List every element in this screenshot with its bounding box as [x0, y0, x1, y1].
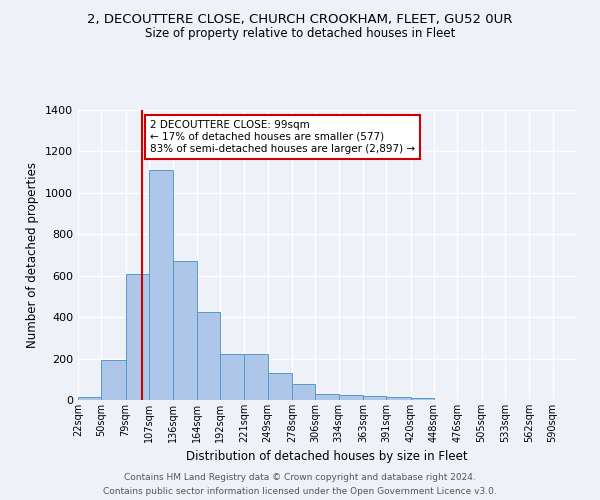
Bar [220, 354, 244, 400]
Bar [338, 395, 363, 400]
Bar [292, 384, 316, 400]
Text: Contains HM Land Registry data © Crown copyright and database right 2024.: Contains HM Land Registry data © Crown c… [124, 473, 476, 482]
Bar [197, 312, 220, 400]
Y-axis label: Number of detached properties: Number of detached properties [26, 162, 40, 348]
Bar [410, 398, 434, 400]
Text: 2 DECOUTTERE CLOSE: 99sqm
← 17% of detached houses are smaller (577)
83% of semi: 2 DECOUTTERE CLOSE: 99sqm ← 17% of detac… [150, 120, 415, 154]
Bar [244, 354, 268, 400]
Bar [78, 397, 101, 400]
Bar [268, 373, 292, 400]
Bar [173, 261, 197, 400]
Text: 2, DECOUTTERE CLOSE, CHURCH CROOKHAM, FLEET, GU52 0UR: 2, DECOUTTERE CLOSE, CHURCH CROOKHAM, FL… [88, 12, 512, 26]
X-axis label: Distribution of detached houses by size in Fleet: Distribution of detached houses by size … [186, 450, 468, 464]
Bar [149, 170, 173, 400]
Bar [125, 274, 149, 400]
Text: Size of property relative to detached houses in Fleet: Size of property relative to detached ho… [145, 28, 455, 40]
Bar [386, 397, 410, 400]
Text: Contains public sector information licensed under the Open Government Licence v3: Contains public sector information licen… [103, 486, 497, 496]
Bar [363, 396, 386, 400]
Bar [316, 394, 338, 400]
Bar [101, 360, 125, 400]
